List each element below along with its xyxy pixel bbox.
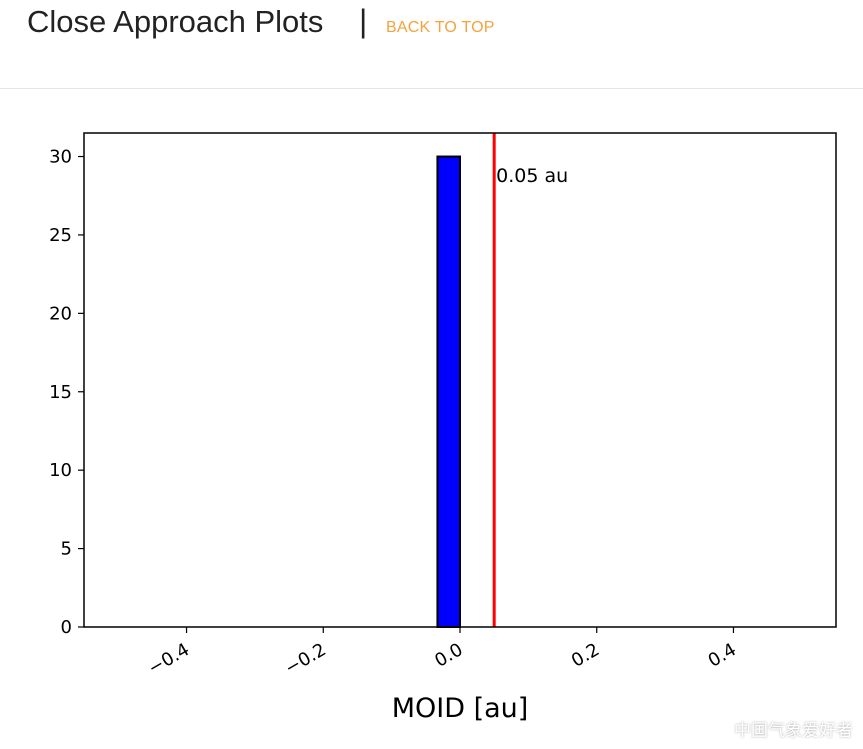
- x-axis-label: MOID [au]: [392, 693, 529, 724]
- x-tick-label: 0.2: [568, 639, 603, 672]
- y-tick-label: 25: [49, 225, 72, 246]
- plot-area-frame: [83, 132, 837, 628]
- back-to-top-link[interactable]: BACK TO TOP: [386, 19, 495, 36]
- title-separator: |: [359, 3, 368, 39]
- y-tick-label: 0: [61, 617, 72, 638]
- histogram-bar-0: [436, 155, 462, 629]
- y-tick-label: 20: [49, 303, 72, 324]
- y-tick-label: 15: [49, 382, 72, 403]
- bars-group: [436, 155, 462, 629]
- threshold-label: 0.05 au: [496, 165, 568, 187]
- page-header: Close Approach Plots | BACK TO TOP: [0, 0, 863, 89]
- x-tick-label: −0.4: [145, 639, 193, 679]
- watermark-text: 中国气象爱好者: [734, 721, 853, 741]
- y-tick-label: 5: [61, 539, 72, 560]
- x-tick-label: 0.0: [431, 639, 466, 672]
- y-axis: 0 5 10 15 20 25 30: [49, 147, 84, 638]
- x-tick-label: 0.4: [705, 639, 740, 672]
- y-tick-label: 10: [49, 460, 72, 481]
- x-axis: −0.4 −0.2 0.0 0.2 0.4: [145, 627, 740, 679]
- page-title: Close Approach Plots: [27, 4, 324, 39]
- moid-histogram-chart: 0 5 10 15 20 25 30 −0.4 −0.2 0.0 0.2 0.4 0.05 au M…: [49, 132, 837, 724]
- x-tick-label: −0.2: [281, 639, 329, 679]
- y-tick-label: 30: [49, 147, 72, 168]
